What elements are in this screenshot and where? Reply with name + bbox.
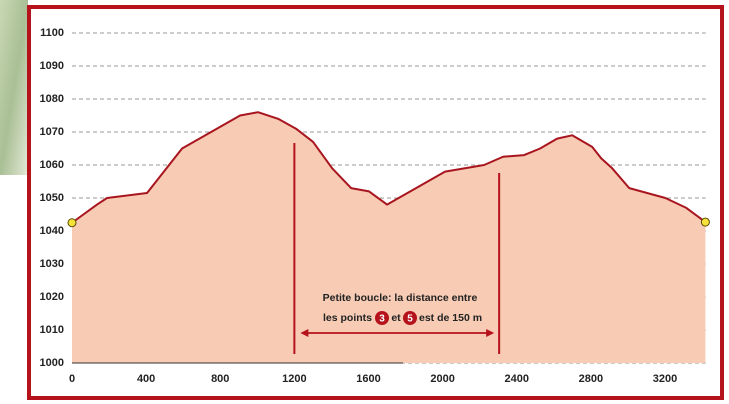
y-tick-label: 1070 (40, 126, 64, 138)
map-strip (0, 0, 28, 175)
y-tick-label: 1040 (40, 225, 64, 237)
y-tick-label: 1000 (40, 357, 64, 369)
y-tick-label: 1030 (40, 258, 64, 270)
x-tick-label: 800 (211, 373, 229, 385)
x-tick-label: 3200 (653, 373, 677, 385)
y-tick-label: 1090 (40, 60, 64, 72)
y-tick-label: 1010 (40, 324, 64, 336)
x-tick-label: 400 (137, 373, 155, 385)
x-tick-label: 2800 (579, 373, 603, 385)
page: 1000 1010 1020 1030 1040 1050 1060 1070 1080 1090… (0, 0, 729, 404)
x-tick-label: 1200 (282, 373, 306, 385)
point-number: 5 (407, 314, 413, 325)
y-tick-label: 1020 (40, 291, 64, 303)
x-tick-label: 1600 (356, 373, 380, 385)
annotation-line: Petite boucle: la distance entre (323, 292, 478, 304)
annotation-text: et (391, 312, 401, 324)
chart: 1000 1010 1020 1030 1040 1050 1060 1070 1080 1090… (0, 0, 729, 404)
y-tick-label: 1100 (40, 27, 64, 39)
y-tick-label: 1060 (40, 159, 64, 171)
annotation-text: est de 150 m (419, 312, 482, 324)
y-tick-label: 1080 (40, 93, 64, 105)
x-tick-label: 2400 (505, 373, 529, 385)
end-point (701, 218, 709, 226)
y-tick-label: 1050 (40, 192, 64, 204)
x-tick-label: 0 (69, 373, 75, 385)
annotation-text: les points (323, 312, 372, 324)
x-tick-label: 2000 (430, 373, 454, 385)
point-number: 3 (379, 314, 385, 325)
end-point (68, 219, 76, 227)
